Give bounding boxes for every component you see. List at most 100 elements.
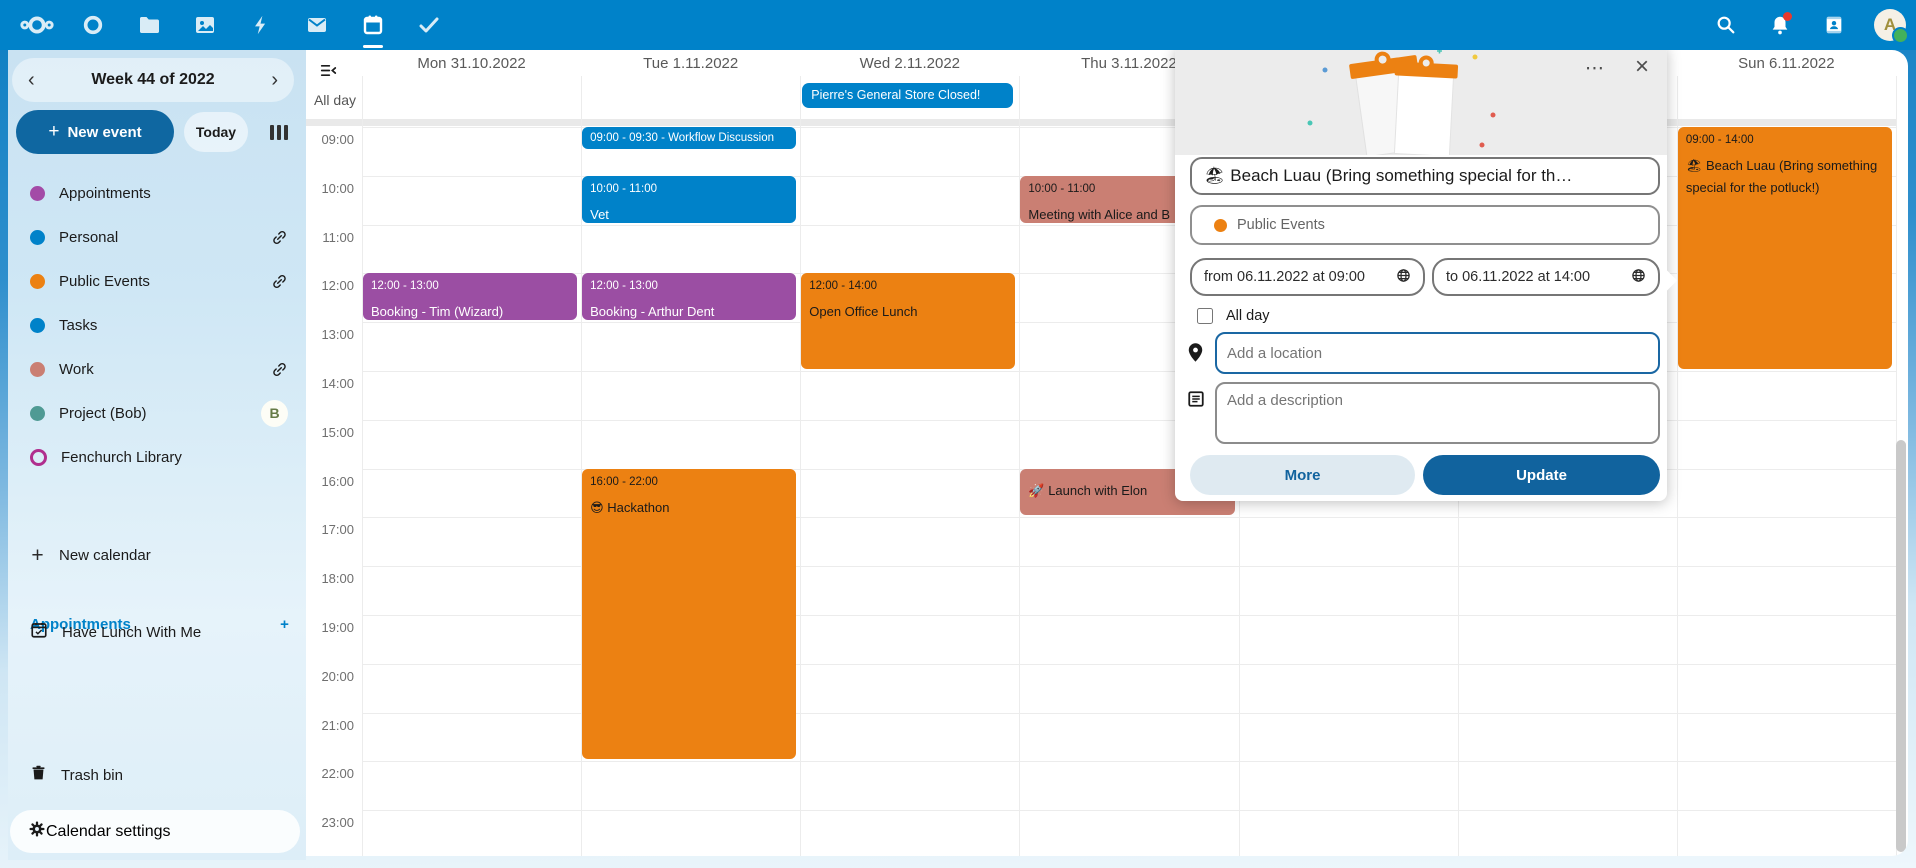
event-time: 10:00 - 11:00 <box>590 182 658 195</box>
scroll-band <box>306 119 1896 126</box>
sidebar-calendar-item[interactable]: Appointments <box>14 173 300 213</box>
hour-label: 20:00 <box>321 668 354 684</box>
more-button[interactable]: More <box>1190 455 1415 495</box>
calendar-color-dot[interactable] <box>30 317 45 333</box>
update-button[interactable]: Update <box>1423 455 1660 495</box>
calendar-event[interactable]: 12:00 - 13:00 Booking - Arthur Dent <box>582 273 797 321</box>
timezone-globe-icon[interactable] <box>1631 268 1646 287</box>
sidebar-calendar-item[interactable]: Personal <box>14 217 300 257</box>
calendar-settings-button[interactable]: Calendar settings <box>10 810 300 853</box>
hour-line <box>362 224 1896 226</box>
description-input[interactable] <box>1215 382 1660 444</box>
hour-label: 14:00 <box>321 376 354 391</box>
top-bar: A <box>0 0 1916 50</box>
trash-icon <box>30 764 47 787</box>
calendar-name: Personal <box>59 228 119 246</box>
view-columns-icon[interactable] <box>270 124 288 140</box>
calendar-color-dot[interactable] <box>30 405 45 421</box>
calendar-name: Work <box>59 360 94 378</box>
share-link-icon[interactable] <box>271 229 288 246</box>
calendar-event[interactable]: 16:00 - 22:00 😎 Hackathon <box>582 468 797 760</box>
add-appointment-button[interactable]: + <box>280 616 289 633</box>
event-title-input[interactable]: 🏖 Beach Luau (Bring something special fo… <box>1190 157 1660 195</box>
calendar-event[interactable]: 12:00 - 14:00 Open Office Lunch <box>801 273 1016 369</box>
notifications-icon[interactable] <box>1766 11 1794 39</box>
day-header: Mon 31.10.2022 <box>417 55 526 72</box>
calendar-event[interactable]: 09:00 - 14:00 🏖 Beach Luau (Bring somethi… <box>1677 127 1892 369</box>
search-icon[interactable] <box>1712 11 1740 39</box>
all-day-event[interactable]: Pierre's General Store Closed! <box>802 83 1014 108</box>
gear-icon <box>28 820 46 843</box>
calendar-icon[interactable] <box>356 8 390 48</box>
event-title: 😎 Hackathon <box>590 499 670 515</box>
calendar-color-dot <box>1214 218 1227 232</box>
hour-line <box>362 419 1896 421</box>
avatar[interactable]: A <box>1874 9 1909 44</box>
hour-label: 22:00 <box>321 766 354 782</box>
all-day-label: All day <box>313 92 356 108</box>
all-day-checkbox[interactable] <box>1197 308 1213 324</box>
calendar-color-dot[interactable] <box>30 273 45 289</box>
hour-line <box>362 322 1896 324</box>
trash-bin-button[interactable]: Trash bin <box>14 755 300 795</box>
hour-label: 23:00 <box>321 815 354 831</box>
new-calendar-button[interactable]: + New calendar <box>31 543 151 567</box>
column-border <box>362 76 363 856</box>
event-title: 🚀 Launch with Elon <box>1028 482 1148 498</box>
more-actions-icon[interactable]: ⋯ <box>1585 58 1605 79</box>
calendar-event[interactable]: 12:00 - 13:00 Booking - Tim (Wizard) <box>363 273 578 321</box>
new-event-button[interactable]: + New event <box>16 110 174 154</box>
hour-label: 21:00 <box>321 717 354 733</box>
notification-badge <box>1783 12 1792 21</box>
start-datetime-field[interactable]: from 06.11.2022 at 09:00 <box>1190 258 1425 296</box>
hour-line <box>362 566 1896 568</box>
photos-icon[interactable] <box>188 8 222 42</box>
today-button[interactable]: Today <box>184 112 248 152</box>
calendar-event[interactable]: 10:00 - 11:00 Vet <box>582 175 797 223</box>
sidebar-calendar-item[interactable]: Work <box>14 349 300 389</box>
appointments-section: Appointments + <box>30 616 292 633</box>
share-link-icon[interactable] <box>271 273 288 290</box>
event-title: 🏖 Beach Luau (Bring something special fo… <box>1685 158 1878 195</box>
nextcloud-logo[interactable] <box>20 8 54 42</box>
hour-line <box>362 761 1896 763</box>
plus-icon: + <box>48 121 60 142</box>
column-border <box>1676 76 1678 856</box>
tasks-icon[interactable] <box>412 8 446 42</box>
location-input[interactable] <box>1215 332 1660 374</box>
hour-line <box>362 127 1896 128</box>
event-title: Open Office Lunch <box>809 304 918 320</box>
event-title: Vet <box>590 206 609 222</box>
end-datetime-field[interactable]: to 06.11.2022 at 14:00 <box>1432 258 1660 296</box>
calendar-ring[interactable] <box>30 448 47 466</box>
appointment-item[interactable]: Have Lunch With Me <box>14 612 300 652</box>
calendar-name: Fenchurch Library <box>61 448 182 466</box>
previous-week-button[interactable]: ‹ <box>28 69 35 91</box>
calendar-name: Public Events <box>59 272 150 290</box>
hour-label: 17:00 <box>321 522 354 538</box>
activity-icon[interactable] <box>244 8 278 42</box>
circle-app-icon[interactable] <box>76 8 110 42</box>
sidebar-calendar-item[interactable]: Project (Bob) B <box>14 393 300 433</box>
mail-icon[interactable] <box>300 8 334 42</box>
sidebar-calendar-item[interactable]: Public Events <box>14 261 300 301</box>
next-week-button[interactable]: › <box>271 69 278 91</box>
contacts-icon[interactable] <box>1820 11 1848 39</box>
calendar-event[interactable]: 09:00 - 09:30 - Workflow Discussion <box>582 127 797 150</box>
event-time: 16:00 - 22:00 <box>590 475 658 488</box>
hour-label: 18:00 <box>321 571 354 587</box>
sidebar-calendar-item[interactable]: Tasks <box>14 305 300 345</box>
calendar-color-dot[interactable] <box>30 361 45 377</box>
close-icon[interactable]: × <box>1634 53 1649 80</box>
files-icon[interactable] <box>132 8 166 42</box>
vertical-scrollbar[interactable] <box>1896 440 1906 852</box>
sidebar-calendar-item[interactable]: Fenchurch Library <box>14 437 300 477</box>
calendar-color-dot[interactable] <box>30 185 45 201</box>
calendar-color-dot[interactable] <box>30 229 45 245</box>
day-header: Sun 6.11.2022 <box>1738 55 1835 72</box>
share-link-icon[interactable] <box>271 361 288 378</box>
event-title: Booking - Arthur Dent <box>590 304 715 320</box>
collapse-icon[interactable] <box>320 64 337 82</box>
timezone-globe-icon[interactable] <box>1396 268 1411 287</box>
calendar-select[interactable]: Public Events <box>1190 205 1660 245</box>
